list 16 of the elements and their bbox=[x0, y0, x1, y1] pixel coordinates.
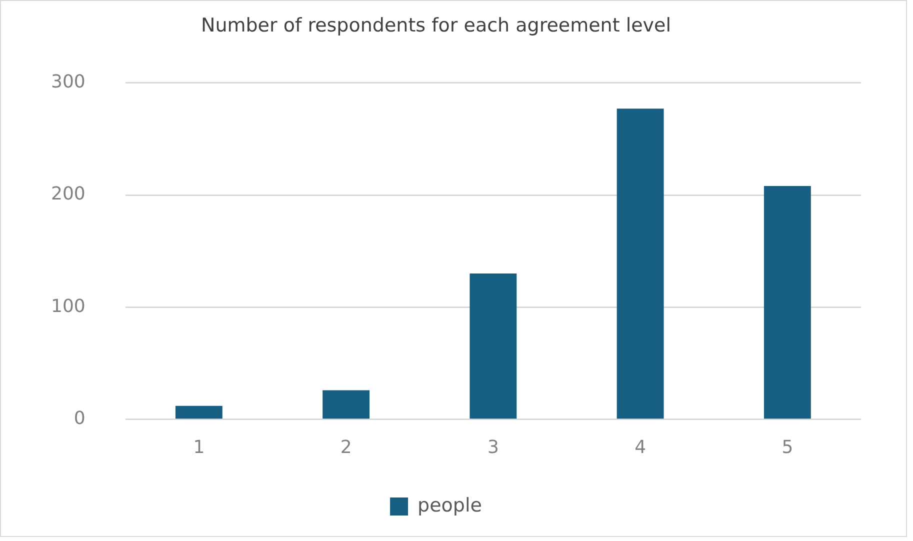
bar bbox=[616, 108, 664, 419]
y-tick-label: 0 bbox=[74, 408, 86, 430]
y-tick-label: 100 bbox=[50, 296, 86, 317]
legend-label: people bbox=[418, 494, 482, 516]
x-tick-label: 1 bbox=[193, 436, 205, 458]
x-tick-label: 3 bbox=[487, 436, 499, 458]
y-tick-label: 300 bbox=[50, 71, 86, 92]
bar bbox=[764, 186, 811, 419]
y-tick-label: 200 bbox=[50, 184, 86, 205]
x-tick-label: 5 bbox=[782, 436, 794, 458]
bar bbox=[322, 390, 370, 419]
bar bbox=[470, 274, 517, 419]
x-tick-label: 2 bbox=[340, 436, 352, 458]
x-tick-label: 4 bbox=[634, 436, 646, 458]
bar bbox=[175, 406, 222, 419]
chart-title: Number of respondents for each agreement level bbox=[200, 14, 672, 36]
